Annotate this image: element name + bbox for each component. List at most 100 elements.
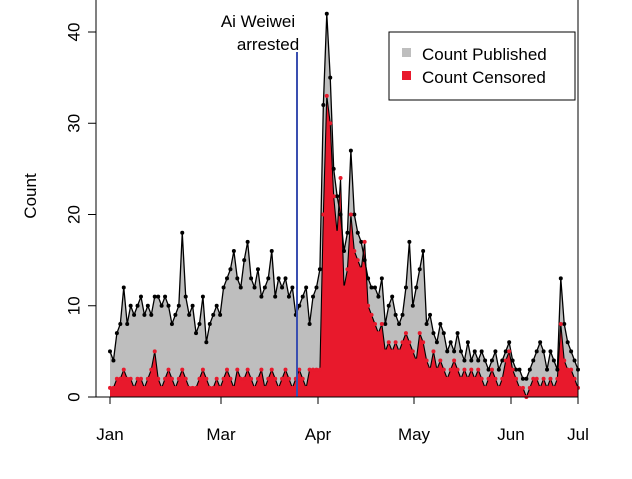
point-published (489, 358, 494, 363)
point-censored (152, 349, 157, 354)
point-censored (362, 239, 367, 244)
point-censored (493, 376, 498, 381)
point-censored (128, 376, 133, 381)
point-published (173, 312, 178, 317)
point-published (531, 358, 536, 363)
point-censored (483, 385, 488, 390)
point-censored (369, 312, 374, 317)
x-tick-label: May (398, 425, 431, 444)
point-censored (266, 376, 271, 381)
point-censored (476, 367, 481, 372)
point-published (207, 322, 212, 326)
point-published (135, 303, 140, 308)
point-published (403, 285, 408, 290)
point-published (524, 376, 529, 381)
point-censored (304, 385, 309, 390)
point-published (249, 276, 254, 281)
point-censored (562, 358, 567, 363)
point-published (397, 322, 402, 326)
point-published (300, 294, 305, 299)
y-tick-label: 30 (64, 114, 83, 133)
point-published (187, 312, 192, 317)
point-published (452, 349, 457, 354)
point-censored (534, 376, 539, 381)
point-published (335, 194, 340, 199)
point-censored (345, 267, 350, 272)
point-published (359, 239, 364, 244)
point-published (214, 303, 219, 308)
point-censored (569, 367, 574, 372)
point-published (472, 349, 477, 354)
point-censored (348, 212, 353, 217)
point-censored (197, 376, 202, 381)
point-published (118, 322, 123, 326)
point-censored (331, 194, 336, 199)
point-censored (376, 331, 381, 336)
point-published (145, 303, 150, 308)
point-censored (510, 367, 515, 372)
area-published (110, 13, 578, 397)
point-censored (311, 367, 316, 372)
point-published (407, 239, 412, 244)
point-censored (448, 367, 453, 372)
point-published (565, 340, 570, 345)
point-censored (434, 367, 439, 372)
point-censored (417, 331, 422, 336)
point-censored (400, 340, 405, 345)
point-published (545, 367, 550, 372)
point-censored (211, 385, 216, 390)
point-censored (231, 385, 236, 390)
point-censored (108, 385, 112, 390)
point-published (383, 322, 388, 326)
point-censored (438, 358, 443, 363)
point-censored (548, 376, 553, 381)
point-censored (221, 376, 226, 381)
point-censored (355, 258, 360, 263)
point-censored (228, 376, 233, 381)
point-censored (459, 376, 463, 381)
point-published (204, 340, 209, 345)
point-published (142, 312, 147, 317)
point-published (328, 75, 333, 80)
point-censored (183, 376, 188, 381)
point-censored (317, 367, 322, 372)
point-published (479, 349, 484, 354)
point-censored (541, 376, 546, 381)
point-censored (135, 376, 140, 381)
point-censored (163, 376, 168, 381)
point-censored (503, 358, 508, 363)
point-published (242, 258, 247, 263)
point-published (355, 230, 360, 235)
point-censored (114, 376, 119, 381)
point-censored (489, 367, 494, 372)
point-published (379, 276, 384, 281)
point-published (352, 212, 357, 217)
point-censored (372, 322, 377, 326)
point-censored (156, 376, 161, 381)
point-published (307, 322, 312, 326)
y-tick-label: 10 (64, 296, 83, 315)
point-published (197, 322, 202, 326)
point-published (428, 312, 433, 317)
point-published (486, 367, 491, 372)
point-censored (159, 385, 164, 390)
point-censored (149, 367, 154, 372)
legend-box (388, 31, 576, 101)
point-published (245, 239, 250, 244)
point-censored (428, 367, 433, 372)
point-published (238, 285, 243, 290)
point-published (476, 358, 481, 363)
point-published (431, 331, 436, 336)
annotation-line2: arrested (237, 35, 299, 54)
point-censored (527, 385, 532, 390)
point-censored (214, 376, 219, 381)
point-censored (514, 376, 519, 381)
point-censored (321, 212, 326, 217)
point-censored (421, 340, 426, 345)
point-published (125, 322, 130, 326)
point-censored (187, 385, 192, 390)
point-censored (252, 385, 257, 390)
point-censored (200, 367, 205, 372)
point-censored (486, 376, 491, 381)
